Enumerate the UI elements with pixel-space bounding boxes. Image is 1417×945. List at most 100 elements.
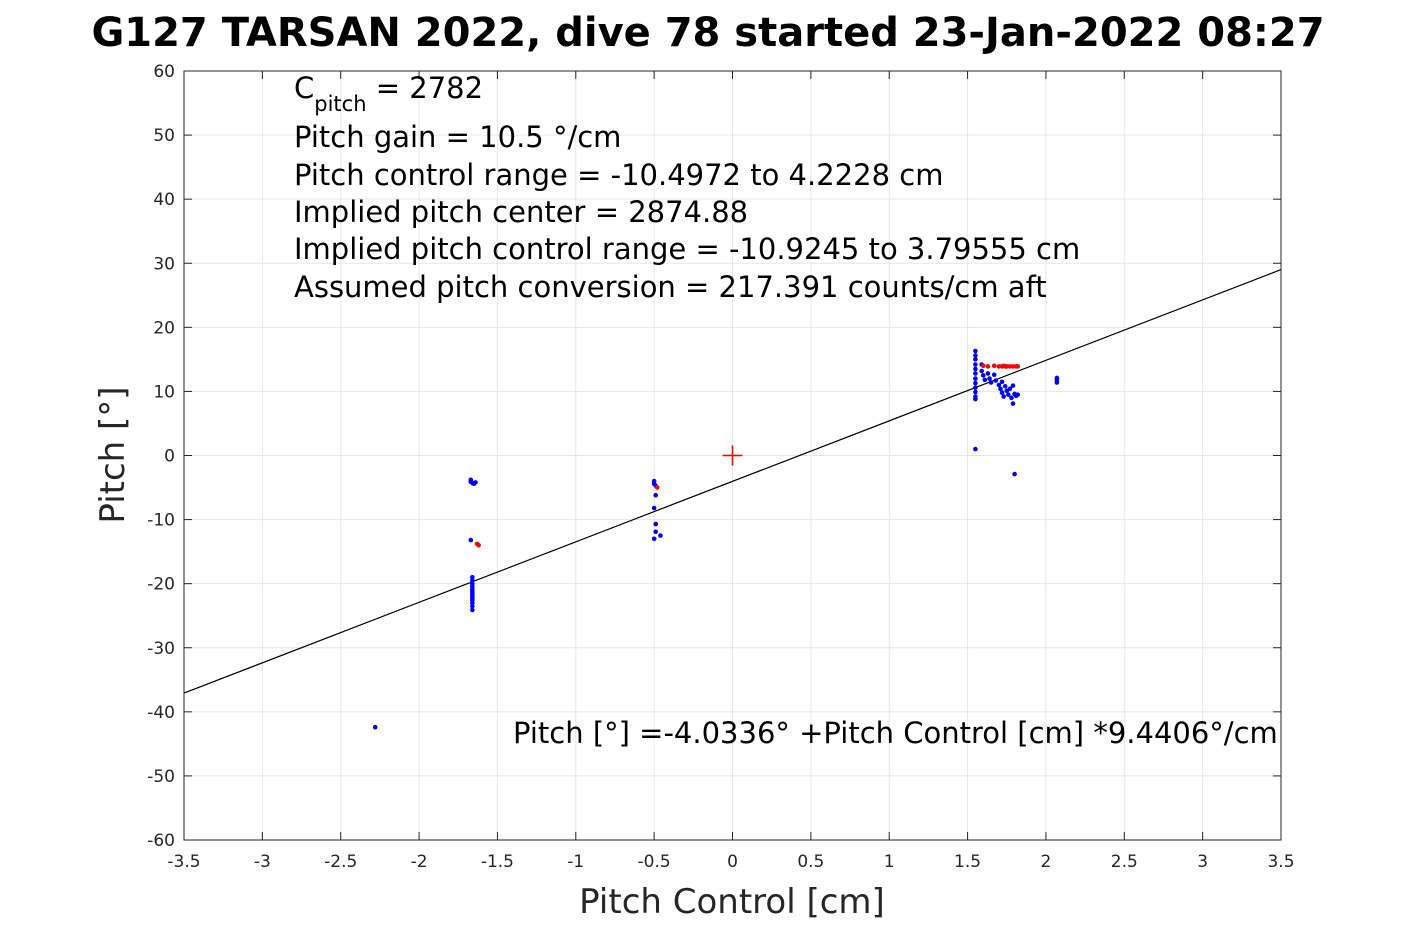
annotation-implied-pitch-control-range: Implied pitch control range = -10.9245 t… [294, 232, 1080, 266]
scatter-point [1007, 386, 1013, 392]
x-tick-label: 1.5 [954, 852, 981, 872]
x-tick-label: 3.5 [1267, 852, 1294, 872]
x-tick-label: 3 [1197, 852, 1208, 872]
x-tick-label: -2.5 [324, 852, 357, 872]
cpitch-value: = 2782 [367, 71, 484, 105]
scatter-point [996, 382, 1002, 388]
y-tick-labels: 60 50 40 30 20 10 0 -10 -20 -30 -40 -50 -60 [147, 62, 175, 851]
x-tick-label: -0.5 [638, 852, 671, 872]
scatter-point [999, 379, 1005, 385]
y-axis-label: Pitch [°] [93, 386, 133, 523]
x-tick-label: -1 [567, 852, 584, 872]
scatter-point [470, 603, 475, 609]
annotation-implied-pitch-center: Implied pitch center = 2874.88 [294, 195, 748, 229]
scatter-point [982, 377, 988, 383]
plot-frame [183, 70, 1282, 841]
scatter-point [979, 368, 984, 374]
scatter-point [973, 348, 978, 354]
scatter-point [651, 536, 657, 542]
scatter-point [1015, 364, 1021, 369]
scatter-point [973, 389, 978, 395]
scatter-point [1002, 383, 1008, 389]
scatter-point [973, 396, 978, 402]
y-tick-label: 60 [153, 62, 175, 82]
scatter-point [980, 373, 986, 378]
scatter-point [473, 480, 478, 485]
scatter-point [985, 371, 991, 376]
y-tick-label: -10 [147, 511, 175, 531]
scatter-point [973, 446, 978, 452]
scatter-point [1054, 375, 1060, 381]
scatter-point [973, 385, 978, 390]
y-tick-label: 30 [153, 254, 175, 274]
scatter-point [474, 541, 480, 547]
x-tick-label: 0.5 [797, 852, 824, 872]
scatter-point [985, 364, 991, 369]
y-tick-label: -20 [147, 575, 175, 595]
scatter-point [973, 362, 978, 367]
x-axis-label: Pitch Control [cm] [579, 882, 885, 922]
y-tick-label: 0 [164, 447, 175, 467]
y-tick-label: 50 [153, 126, 175, 146]
scatter-point [658, 533, 663, 538]
scatter-point [470, 600, 475, 606]
cpitch-symbol: C [294, 71, 314, 105]
scatter-point [1015, 392, 1021, 397]
annotation-cpitch: Cpitch = 2782 [294, 71, 483, 116]
y-tick-label: 20 [153, 318, 175, 338]
scatter-point [973, 380, 978, 386]
scatter-point [987, 376, 992, 381]
x-tick-label: 2.5 [1111, 852, 1138, 872]
scatter-point [470, 574, 475, 580]
fit-line-layer [183, 269, 1282, 694]
scatter-point [653, 492, 659, 498]
scatter-point [372, 724, 378, 730]
y-tick-label: 10 [153, 382, 175, 402]
scatter-point [1009, 395, 1014, 401]
x-tick-label: -1.5 [481, 852, 514, 872]
y-tick-label: -60 [147, 831, 175, 851]
cpitch-subscript: pitch [314, 92, 366, 116]
x-tick-label: -3.5 [167, 852, 200, 872]
scatter-point [653, 521, 659, 527]
scatter-point [1010, 383, 1016, 388]
scatter-point [999, 390, 1005, 395]
scatter-point [654, 485, 660, 490]
scatter-point [973, 353, 978, 358]
x-tick-labels: -3.5 -3 -2.5 -2 -1.5 -1 -0.5 0 0.5 1 1.5 2 2.5 3 3.5 [167, 852, 1294, 872]
scatter-point [470, 578, 475, 583]
scatter-point [1006, 392, 1011, 397]
x-tick-label: 1 [884, 852, 895, 872]
annotation-assumed-pitch-conversion: Assumed pitch conversion = 217.391 count… [294, 270, 1047, 304]
scatter-point [980, 363, 986, 369]
scatter-point [1001, 394, 1006, 399]
scatter-point [993, 378, 999, 383]
y-tick-label: 40 [153, 190, 175, 210]
annotation-pitch-gain: Pitch gain = 10.5 °/cm [294, 120, 621, 154]
annotation-fit-equation: Pitch [°] =-4.0336° +Pitch Control [cm] … [513, 716, 1278, 750]
scatter-point [470, 607, 475, 613]
scatter-point [998, 386, 1003, 392]
fit-line [183, 269, 1282, 694]
x-tick-label: 2 [1041, 852, 1052, 872]
scatter-point [468, 537, 474, 543]
scatter-point [988, 380, 994, 385]
center-marker-layer [722, 445, 743, 466]
scatter-point [1010, 401, 1016, 406]
scatter-point [991, 372, 997, 378]
scatter-point [991, 363, 997, 369]
scatter-point [973, 357, 978, 362]
scatter-point [1012, 471, 1017, 477]
x-tick-label: -3 [254, 852, 271, 872]
annotation-pitch-control-range: Pitch control range = -10.4972 to 4.2228… [294, 158, 943, 192]
scatter-point [973, 371, 978, 376]
scatter-point [653, 529, 659, 535]
y-tick-label: -30 [147, 639, 175, 659]
x-tick-label: -2 [411, 852, 428, 872]
y-tick-label: -50 [147, 767, 175, 787]
scatter-points [372, 348, 1060, 730]
y-tick-label: -40 [147, 703, 175, 723]
scatter-point [973, 376, 978, 381]
chart-title: G127 TARSAN 2022, dive 78 started 23-Jan… [91, 10, 1324, 56]
